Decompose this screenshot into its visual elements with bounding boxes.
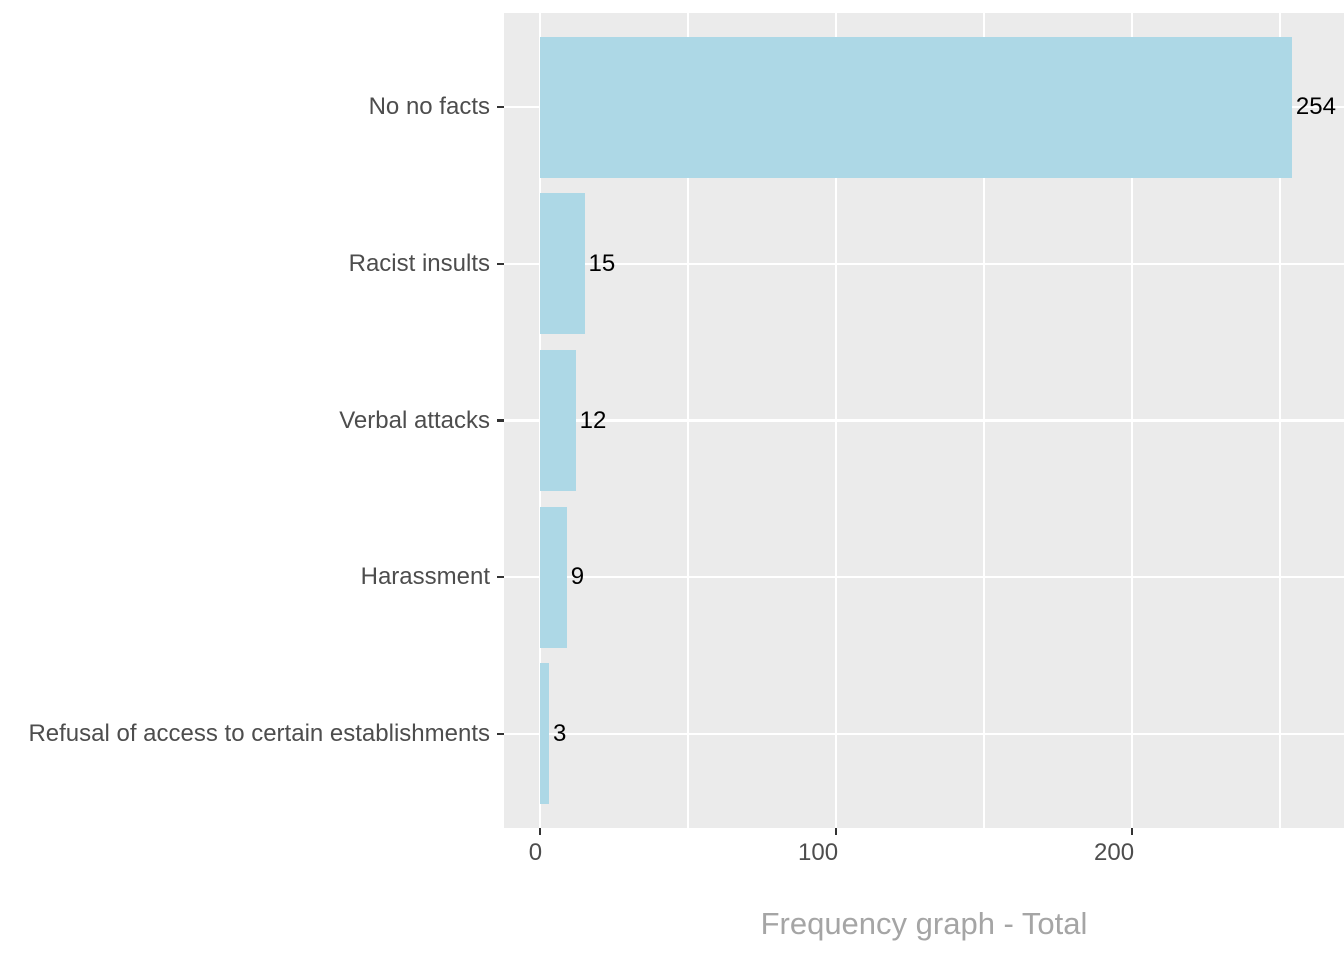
x-axis-tick-label: 0 bbox=[528, 839, 543, 866]
gridline-horizontal-major bbox=[504, 575, 1344, 579]
x-axis-tick bbox=[834, 828, 838, 835]
y-axis-tick bbox=[497, 575, 504, 579]
bar-value-label: 254 bbox=[1295, 93, 1336, 121]
gridline-horizontal-major bbox=[504, 732, 1344, 736]
bar-value-label: 12 bbox=[579, 406, 607, 434]
y-axis-tick bbox=[497, 105, 504, 109]
bar bbox=[540, 36, 1292, 178]
bar bbox=[540, 663, 549, 805]
category-label: Verbal attacks bbox=[339, 406, 490, 434]
bar bbox=[540, 193, 585, 335]
y-axis-tick bbox=[497, 419, 504, 422]
gridline-horizontal-major bbox=[504, 419, 1344, 422]
x-axis-tick-label: 100 bbox=[798, 839, 839, 866]
bar-value-label: 9 bbox=[570, 563, 585, 591]
x-axis-tick bbox=[538, 828, 542, 835]
category-label: Refusal of access to certain establishme… bbox=[28, 719, 490, 747]
x-axis-title: Frequency graph - Total bbox=[760, 906, 1088, 941]
bar bbox=[540, 506, 567, 648]
y-axis-tick bbox=[497, 262, 504, 266]
bar-value-label: 15 bbox=[588, 249, 616, 277]
gridline-horizontal-major bbox=[504, 262, 1344, 266]
category-label: Racist insults bbox=[348, 249, 490, 277]
x-axis-tick-label: 200 bbox=[1094, 839, 1135, 866]
plot-panel: 254 15 12 9 3 bbox=[504, 13, 1344, 828]
category-label: No no facts bbox=[368, 93, 490, 121]
bar bbox=[540, 349, 576, 492]
x-axis-tick bbox=[1130, 828, 1134, 835]
y-axis-tick bbox=[497, 732, 504, 736]
category-label: Harassment bbox=[360, 563, 490, 591]
bar-value-label: 3 bbox=[552, 719, 567, 747]
